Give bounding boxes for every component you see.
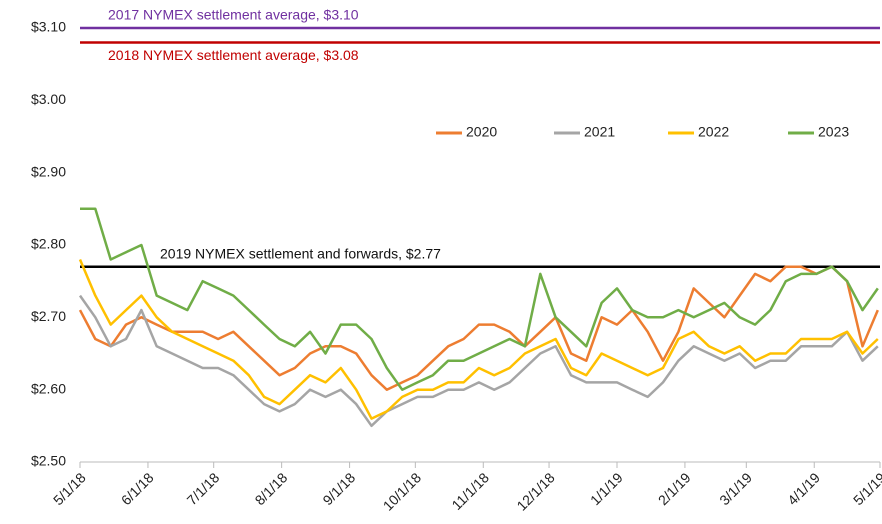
x-tick-label: 2/1/19 (655, 469, 694, 508)
x-tick-label: 8/1/18 (252, 469, 291, 508)
legend-label: 2023 (818, 124, 849, 140)
y-tick-label: $3.00 (31, 91, 66, 107)
legend-label: 2020 (466, 124, 497, 140)
x-tick-label: 12/1/18 (513, 469, 557, 513)
legend-label: 2022 (698, 124, 729, 140)
x-tick-label: 10/1/18 (380, 469, 424, 513)
x-tick-label: 5/1/18 (50, 469, 89, 508)
y-tick-label: $2.90 (31, 163, 66, 179)
x-tick-label: 9/1/18 (319, 469, 358, 508)
y-tick-label: $3.10 (31, 19, 66, 35)
y-tick-label: $2.50 (31, 453, 66, 469)
x-tick-label: 5/1/19 (850, 469, 882, 508)
y-tick-label: $2.60 (31, 380, 66, 396)
series-line (80, 207, 879, 391)
reference-label: 2017 NYMEX settlement average, $3.10 (108, 7, 359, 23)
x-tick-label: 7/1/18 (184, 469, 223, 508)
reference-label: 2019 NYMEX settlement and forwards, $2.7… (160, 245, 441, 261)
x-tick-label: 3/1/19 (716, 469, 755, 508)
series-line (78, 259, 879, 420)
x-tick-label: 11/1/18 (448, 469, 492, 513)
reference-label: 2018 NYMEX settlement average, $3.08 (108, 47, 359, 63)
y-tick-label: $2.70 (31, 308, 66, 324)
legend-label: 2021 (584, 124, 615, 140)
y-tick-label: $2.80 (31, 236, 66, 252)
x-tick-label: 1/1/19 (587, 469, 626, 508)
series-line (78, 265, 879, 391)
series-line (78, 294, 879, 428)
x-tick-label: 6/1/18 (118, 469, 157, 508)
x-tick-label: 4/1/19 (784, 469, 823, 508)
